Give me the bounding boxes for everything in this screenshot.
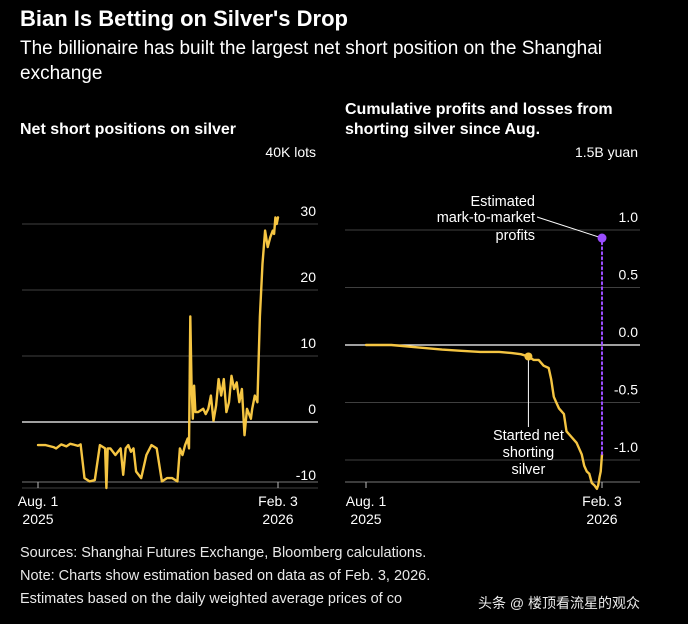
annotation-marker (524, 352, 533, 361)
series-line (36, 216, 280, 490)
annotation-text: shorting (503, 445, 555, 461)
y-tick-label: 30 (300, 203, 316, 219)
sources-note: Sources: Shanghai Futures Exchange, Bloo… (20, 545, 427, 561)
y-tick-label: 0 (308, 401, 316, 417)
series-line (364, 343, 604, 490)
y-tick-label: -0.5 (614, 382, 638, 398)
y-tick-label: 20 (300, 269, 316, 285)
y-tick-label: -1.0 (614, 439, 638, 455)
annotation-text: Estimated (471, 194, 535, 210)
annotation-text: profits (496, 228, 536, 244)
right-panel-title: Cumulative profits and losses from short… (345, 101, 613, 138)
x-tick-label: Aug. 1 (18, 493, 59, 509)
annotation-text: mark-to-market (437, 210, 535, 226)
annotation-text: Started net (493, 428, 564, 444)
annotation-text: silver (511, 462, 545, 478)
estimates-note: Estimates based on the daily weighted av… (20, 591, 403, 607)
y-tick-label: 0.5 (619, 267, 639, 283)
x-tick-label: 2026 (262, 511, 293, 527)
unit-label: 1.5B yuan (575, 144, 638, 160)
x-tick-label: 2025 (350, 511, 381, 527)
left-panel-title: Net short positions on silver (20, 121, 237, 138)
annotation-leader (536, 216, 603, 239)
x-tick-label: Aug. 1 (346, 493, 387, 509)
x-tick-label: Feb. 3 (582, 493, 622, 509)
data-note: Note: Charts show estimation based on da… (20, 568, 431, 584)
y-tick-label: 10 (300, 335, 316, 351)
x-tick-label: 2026 (586, 511, 617, 527)
y-tick-label: 0.0 (619, 324, 639, 340)
watermark: 头条 @ 楼顶看流星的观众 (478, 595, 640, 611)
x-tick-label: Feb. 3 (258, 493, 298, 509)
y-tick-label: -10 (296, 467, 316, 483)
x-tick-label: 2025 (22, 511, 53, 527)
chart-subtitle: The billionaire has built the largest ne… (20, 38, 602, 84)
chart-title: Bian Is Betting on Silver's Drop (20, 6, 348, 31)
annotation-marker (597, 233, 607, 243)
y-tick-label: 1.0 (619, 209, 639, 225)
unit-label: 40K lots (265, 144, 316, 160)
